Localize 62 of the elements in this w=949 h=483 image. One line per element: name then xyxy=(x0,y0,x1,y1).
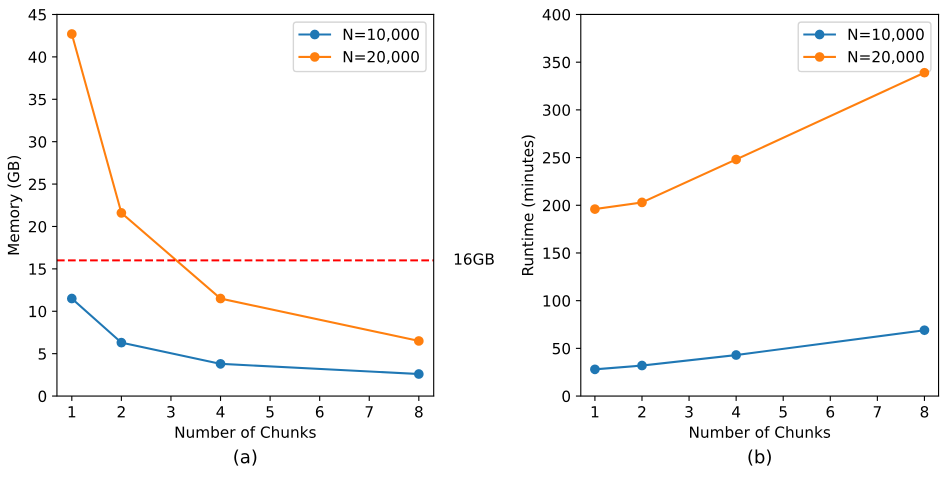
text: (a) xyxy=(234,450,256,466)
x-axis-title: Number of Chunks xyxy=(176,426,316,438)
y-tick-label: 10 xyxy=(29,306,46,318)
y-tick-label: 100 xyxy=(544,295,570,307)
x-tick-label: 8 xyxy=(920,406,928,418)
y-tick-label: 0 xyxy=(38,390,46,402)
x-tick-label: 5 xyxy=(266,406,274,418)
x-tick-label: 1 xyxy=(592,406,598,418)
x-tick-label: 8 xyxy=(414,406,423,418)
x-tick-label: 7 xyxy=(366,406,373,418)
point xyxy=(590,204,600,214)
y-tick-label: 30 xyxy=(28,136,46,148)
y-tick-label: 5 xyxy=(38,348,46,360)
point xyxy=(66,29,77,39)
legend-label: N=20,000 xyxy=(344,50,419,64)
x-tick-label: 5 xyxy=(780,406,787,418)
y-tick-label: 150 xyxy=(544,247,570,259)
point xyxy=(414,369,424,379)
y-tick-label: 250 xyxy=(543,152,570,164)
y-tick-label: 35 xyxy=(28,94,46,106)
point xyxy=(66,294,77,304)
y-axis-title: Memory (GB) xyxy=(7,156,22,254)
x-tick-label: 6 xyxy=(826,406,834,418)
y-tick-label: 25 xyxy=(28,178,46,190)
legend-label: N=10,000 xyxy=(344,28,419,42)
text: (b) xyxy=(748,449,771,466)
x-tick-label: 2 xyxy=(118,406,125,418)
y-tick-label: 400 xyxy=(542,8,570,21)
point xyxy=(731,350,741,360)
x-axis-title: Number of Chunks xyxy=(690,426,830,438)
point xyxy=(731,154,741,164)
x-tick-label: 4 xyxy=(216,406,225,418)
y-tick-label: 350 xyxy=(543,56,570,68)
point xyxy=(216,294,226,304)
y-tick-label: 15 xyxy=(29,264,46,275)
legend-label: N=20,000 xyxy=(848,50,924,64)
point xyxy=(637,360,647,370)
y-tick-label: 200 xyxy=(543,200,570,212)
point xyxy=(216,358,226,369)
x-tick-label: 3 xyxy=(167,406,175,418)
x-tick-label: 4 xyxy=(732,406,740,418)
ref-line-label: 16GB xyxy=(454,253,494,265)
point xyxy=(637,198,647,208)
y-tick-label: 45 xyxy=(28,9,46,21)
point xyxy=(920,325,930,336)
x-tick-label: 6 xyxy=(316,406,324,418)
point xyxy=(590,364,600,374)
y-axis-title: Runtime (minutes) xyxy=(522,135,536,275)
x-tick-label: 1 xyxy=(68,406,76,418)
y-tick-label: 0 xyxy=(562,390,570,402)
legend-label: N=10,000 xyxy=(848,28,924,42)
y-tick-label: 300 xyxy=(543,104,570,116)
point xyxy=(116,338,126,348)
y-tick-label: 50 xyxy=(552,342,570,354)
x-tick-label: 3 xyxy=(685,406,693,418)
point xyxy=(116,208,126,218)
point xyxy=(920,68,930,78)
y-tick-label: 40 xyxy=(28,51,46,63)
x-tick-label: 2 xyxy=(638,406,646,418)
point xyxy=(414,336,424,346)
y-tick-label: 20 xyxy=(28,220,46,232)
x-tick-label: 7 xyxy=(874,406,881,418)
